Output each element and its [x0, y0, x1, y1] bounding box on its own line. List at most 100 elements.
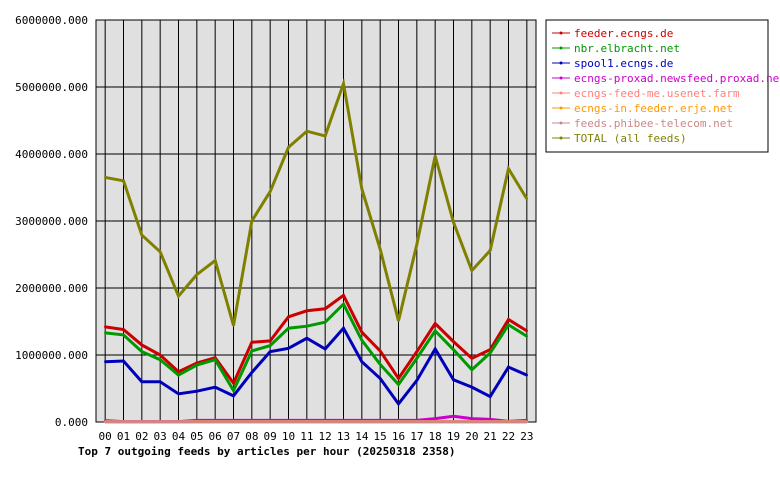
data-point: [471, 386, 473, 388]
data-point: [232, 382, 234, 384]
data-point: [324, 348, 326, 350]
legend-marker: [560, 77, 563, 80]
data-point: [452, 421, 454, 423]
data-point: [342, 303, 344, 305]
data-point: [416, 243, 418, 245]
data-point: [214, 386, 216, 388]
data-point: [159, 354, 161, 356]
legend-marker: [560, 107, 563, 110]
data-point: [159, 358, 161, 360]
data-point: [287, 316, 289, 318]
y-tick-label: 0.000: [55, 416, 88, 429]
data-point: [232, 421, 234, 423]
data-point: [526, 374, 528, 376]
data-point: [141, 350, 143, 352]
data-point: [397, 320, 399, 322]
data-point: [122, 421, 124, 423]
x-tick-label: 20: [465, 430, 478, 443]
legend-label: TOTAL (all feeds): [574, 132, 687, 145]
x-tick-label: 19: [447, 430, 460, 443]
data-point: [232, 389, 234, 391]
data-point: [379, 363, 381, 365]
data-point: [196, 364, 198, 366]
y-tick-label: 4000000.000: [15, 148, 88, 161]
data-point: [397, 383, 399, 385]
data-point: [434, 330, 436, 332]
x-tick-label: 09: [264, 430, 277, 443]
data-point: [397, 403, 399, 405]
x-tick-label: 17: [410, 430, 423, 443]
data-point: [177, 421, 179, 423]
legend-marker: [560, 92, 563, 95]
data-point: [452, 415, 454, 417]
data-point: [287, 146, 289, 148]
x-tick-label: 05: [190, 430, 203, 443]
x-tick-label: 15: [374, 430, 387, 443]
x-tick-label: 22: [502, 430, 515, 443]
data-point: [196, 390, 198, 392]
x-tick-label: 00: [99, 430, 112, 443]
data-point: [452, 379, 454, 381]
data-point: [526, 335, 528, 337]
y-tick-label: 2000000.000: [15, 282, 88, 295]
data-point: [507, 366, 509, 368]
data-point: [342, 327, 344, 329]
x-tick-label: 01: [117, 430, 130, 443]
x-tick-label: 03: [154, 430, 167, 443]
data-point: [324, 308, 326, 310]
data-point: [104, 176, 106, 178]
x-tick-label: 10: [282, 430, 295, 443]
data-point: [361, 361, 363, 363]
legend-label: feeds.phibee-telecom.net: [574, 117, 733, 130]
data-point: [416, 421, 418, 423]
data-point: [471, 421, 473, 423]
data-point: [416, 350, 418, 352]
data-point: [434, 155, 436, 157]
x-tick-label: 08: [245, 430, 258, 443]
data-point: [269, 340, 271, 342]
y-tick-label: 1000000.000: [15, 349, 88, 362]
y-tick-label: 6000000.000: [15, 14, 88, 27]
data-point: [287, 347, 289, 349]
data-point: [507, 318, 509, 320]
legend-label: feeder.ecngs.de: [574, 27, 673, 40]
data-point: [214, 259, 216, 261]
data-point: [269, 421, 271, 423]
data-point: [379, 421, 381, 423]
legend-marker: [560, 47, 563, 50]
data-point: [251, 421, 253, 423]
data-point: [251, 220, 253, 222]
x-tick-label: 02: [135, 430, 148, 443]
data-point: [306, 130, 308, 132]
y-tick-label: 3000000.000: [15, 215, 88, 228]
data-point: [324, 135, 326, 137]
legend-label: ecngs-proxad.newsfeed.proxad.net: [574, 72, 780, 85]
data-point: [379, 377, 381, 379]
legend-label: spool1.ecngs.de: [574, 57, 673, 70]
data-point: [104, 332, 106, 334]
data-point: [434, 348, 436, 350]
data-point: [306, 421, 308, 423]
data-point: [122, 334, 124, 336]
legend-marker: [560, 32, 563, 35]
data-point: [306, 337, 308, 339]
x-tick-label: 07: [227, 430, 240, 443]
x-tick-label: 21: [484, 430, 497, 443]
data-point: [489, 421, 491, 423]
data-point: [214, 421, 216, 423]
x-tick-label: 23: [520, 430, 533, 443]
data-point: [416, 357, 418, 359]
x-tick-label: 18: [429, 430, 442, 443]
y-tick-label: 5000000.000: [15, 81, 88, 94]
x-tick-label: 12: [319, 430, 332, 443]
data-point: [342, 82, 344, 84]
data-point: [526, 330, 528, 332]
data-point: [104, 361, 106, 363]
data-point: [397, 377, 399, 379]
x-tick-label: 16: [392, 430, 405, 443]
data-point: [104, 421, 106, 423]
data-point: [471, 357, 473, 359]
